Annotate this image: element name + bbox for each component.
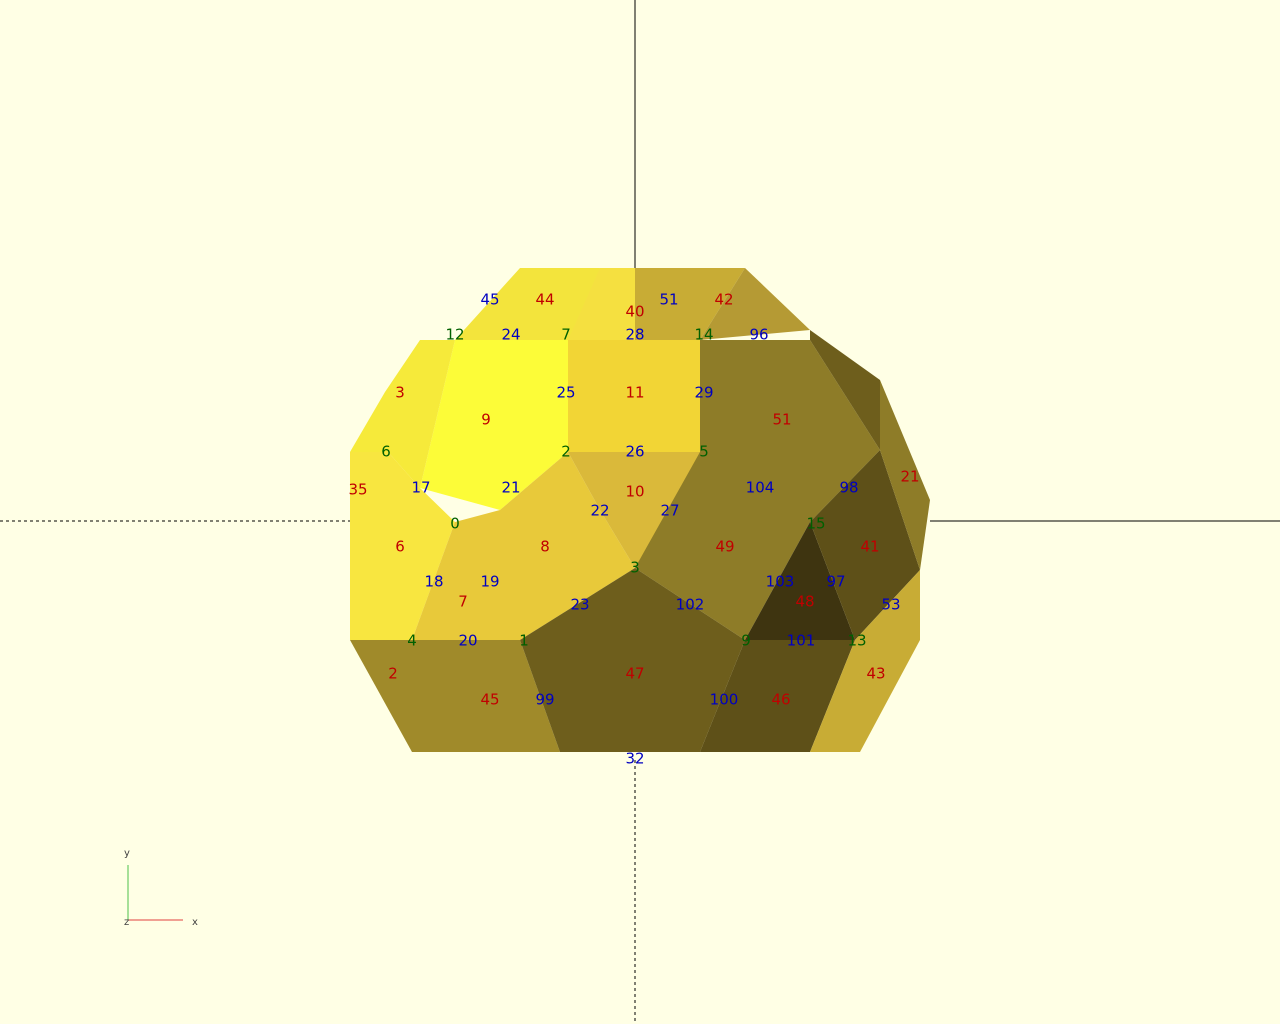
- face-poly: [420, 340, 568, 510]
- face-label-2: 2: [388, 665, 398, 683]
- z-axis-label: z: [124, 917, 129, 928]
- face-poly: [455, 268, 600, 340]
- edge-label-21: 21: [501, 479, 520, 497]
- face-label-51: 51: [772, 411, 791, 429]
- edge-label-28: 28: [625, 326, 644, 344]
- edge-label-53: 53: [881, 596, 900, 614]
- edge-label-102: 102: [676, 596, 705, 614]
- edge-label-100: 100: [710, 691, 739, 709]
- face-label-10: 10: [625, 483, 644, 501]
- face-label-6: 6: [395, 538, 405, 556]
- face-poly: [350, 640, 560, 752]
- edge-label-19: 19: [480, 573, 499, 591]
- vertex-label-7: 7: [561, 326, 571, 344]
- face-label-3: 3: [395, 384, 405, 402]
- x-axis-label: x: [192, 917, 198, 928]
- face-label-40: 40: [625, 303, 644, 321]
- face-poly: [412, 452, 635, 640]
- face-poly: [635, 268, 745, 340]
- face-poly: [700, 640, 855, 752]
- edge-label-96: 96: [749, 326, 768, 344]
- vertex-label-15: 15: [806, 515, 825, 533]
- vertex-label-12: 12: [445, 326, 464, 344]
- edge-label-97: 97: [826, 573, 845, 591]
- face-label-35: 35: [348, 481, 367, 499]
- edge-label-29: 29: [694, 384, 713, 402]
- face-label-8: 8: [540, 538, 550, 556]
- edge-label-103: 103: [766, 573, 795, 591]
- face-label-21: 21: [900, 468, 919, 486]
- vertex-label-3: 3: [630, 559, 640, 577]
- face-poly: [880, 380, 930, 570]
- face-label-43: 43: [866, 665, 885, 683]
- face-label-48: 48: [795, 593, 814, 611]
- edge-label-98: 98: [839, 479, 858, 497]
- edge-label-25: 25: [556, 384, 575, 402]
- face-poly: [700, 268, 810, 340]
- face-poly: [745, 522, 855, 640]
- face-label-46: 46: [771, 691, 790, 709]
- face-poly: [635, 340, 880, 640]
- edge-label-18: 18: [424, 573, 443, 591]
- vertex-label-6: 6: [381, 443, 391, 461]
- edge-label-22: 22: [590, 502, 609, 520]
- vertex-label-9: 9: [741, 632, 751, 650]
- vertex-label-1: 1: [519, 632, 529, 650]
- face-poly: [350, 452, 455, 640]
- vertex-label-5: 5: [699, 443, 709, 461]
- edge-label-104: 104: [746, 479, 775, 497]
- polyhedron-model[interactable]: [350, 268, 930, 752]
- edge-label-32: 32: [625, 750, 644, 768]
- face-poly: [568, 452, 700, 568]
- edge-label-17: 17: [411, 479, 430, 497]
- face-label-11: 11: [625, 384, 644, 402]
- face-poly: [810, 450, 920, 640]
- vertex-label-13: 13: [847, 632, 866, 650]
- y-axis-label: y: [124, 848, 130, 859]
- vertex-label-14: 14: [694, 326, 713, 344]
- edge-label-45: 45: [480, 291, 499, 309]
- face-poly: [810, 330, 880, 450]
- face-label-44: 44: [535, 291, 554, 309]
- edge-label-99: 99: [535, 691, 554, 709]
- face-poly: [350, 340, 455, 488]
- vertex-label-0: 0: [450, 515, 460, 533]
- axis-gizmo: y x z: [124, 848, 198, 928]
- edge-label-27: 27: [660, 502, 679, 520]
- vertex-label-2: 2: [561, 443, 571, 461]
- face-label-42: 42: [714, 291, 733, 309]
- face-label-47: 47: [625, 665, 644, 683]
- face-poly: [810, 570, 920, 752]
- face-poly: [568, 340, 700, 452]
- vertex-label-4: 4: [407, 632, 417, 650]
- face-label-41: 41: [860, 538, 879, 556]
- face-label-49: 49: [715, 538, 734, 556]
- edge-label-101: 101: [787, 632, 816, 650]
- face-label-45: 45: [480, 691, 499, 709]
- edge-label-24: 24: [501, 326, 520, 344]
- edge-label-20: 20: [458, 632, 477, 650]
- edge-label-26: 26: [625, 443, 644, 461]
- edge-label-51: 51: [659, 291, 678, 309]
- edge-label-23: 23: [570, 596, 589, 614]
- face-label-9: 9: [481, 411, 491, 429]
- face-label-7: 7: [458, 593, 468, 611]
- face-poly: [520, 568, 745, 752]
